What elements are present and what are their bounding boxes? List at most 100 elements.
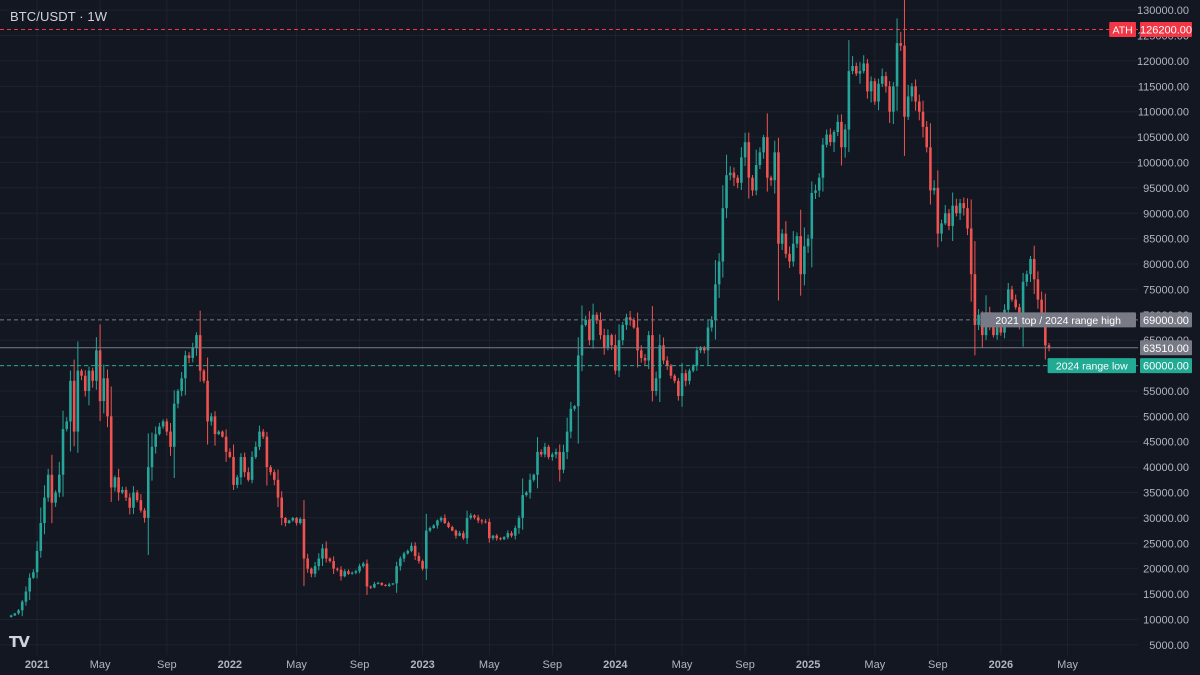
candle-body	[273, 472, 276, 480]
y-tick-label: 120000.00	[1137, 56, 1189, 68]
candle-body	[139, 500, 143, 511]
y-tick-label: 25000.00	[1143, 538, 1189, 550]
candle-body	[436, 520, 439, 526]
candle-body	[80, 370, 83, 376]
candle-body	[83, 375, 87, 391]
candle-body	[654, 378, 658, 391]
candle-body	[361, 563, 365, 567]
candle-body	[799, 236, 802, 275]
y-tick-label: 20000.00	[1143, 564, 1189, 576]
candle-body	[432, 525, 435, 529]
x-tick-label: 2021	[25, 659, 49, 671]
candle-body	[588, 319, 591, 341]
candle-body	[150, 446, 154, 468]
candle-body	[395, 566, 398, 584]
candle-body	[658, 345, 662, 379]
candle-body	[295, 517, 298, 523]
candle-body	[817, 177, 821, 191]
candle-body	[261, 431, 265, 437]
candle-body	[665, 360, 669, 366]
candle-body	[1029, 258, 1032, 275]
x-tick-label: May	[864, 659, 885, 671]
candle-body	[46, 474, 50, 498]
candle-body	[428, 528, 432, 531]
candle-body	[499, 538, 502, 540]
candle-body	[625, 317, 628, 325]
candle-body	[791, 243, 795, 262]
tradingview-logo-icon: TV	[9, 633, 30, 651]
candle-body	[929, 147, 932, 191]
candle-body	[450, 527, 454, 531]
candle-body	[721, 208, 725, 262]
candle-body	[777, 152, 780, 244]
candle-body	[258, 431, 261, 447]
candle-body	[61, 429, 65, 475]
candle-body	[484, 521, 487, 523]
candle-body	[862, 63, 865, 72]
candle-body	[803, 246, 806, 275]
candle-body	[740, 157, 743, 183]
candle-body	[506, 533, 510, 538]
y-tick-label: 45000.00	[1143, 437, 1189, 449]
candle-body	[458, 533, 461, 536]
symbol-title[interactable]: BTC/USDT · 1W	[10, 9, 108, 24]
candle-body	[866, 63, 869, 92]
candle-body	[402, 553, 406, 559]
y-tick-label: 40000.00	[1143, 462, 1189, 474]
candle-body	[406, 550, 410, 554]
x-tick-label: May	[286, 659, 307, 671]
candle-body	[350, 572, 354, 574]
y-tick-label: 35000.00	[1143, 488, 1189, 500]
range-low-tag-label: 2024 range low	[1056, 361, 1128, 373]
y-tick-label: 130000.00	[1137, 5, 1189, 17]
candle-body	[536, 451, 539, 475]
candle-body	[595, 314, 599, 320]
candle-body	[298, 518, 302, 523]
candle-body	[76, 370, 80, 432]
candle-body	[599, 319, 602, 336]
range-high-tag	[980, 312, 1136, 328]
candle-body	[113, 477, 117, 488]
range-high-price-badge	[1140, 312, 1192, 328]
candle-body	[454, 530, 458, 536]
candle-body	[373, 583, 376, 588]
candle-body	[684, 373, 688, 381]
candle-body	[958, 203, 962, 214]
candle-body	[109, 416, 113, 488]
candle-body	[510, 533, 513, 536]
candle-body	[554, 451, 558, 455]
candle-body	[888, 86, 891, 112]
candle-body	[884, 76, 888, 87]
candle-body	[180, 378, 183, 391]
ath-tag-label: ATH	[1112, 24, 1132, 36]
candle-body	[39, 522, 43, 551]
y-tick-label: 55000.00	[1143, 386, 1189, 398]
candle-body	[673, 375, 676, 381]
candle-body	[547, 446, 550, 457]
candle-body	[995, 319, 999, 336]
y-tick-label: 30000.00	[1143, 513, 1189, 525]
range-low-price-badge	[1140, 358, 1192, 374]
x-tick-label: Sep	[735, 659, 755, 671]
candle-body	[95, 350, 98, 381]
candle-body	[528, 479, 532, 493]
candle-body	[465, 517, 469, 539]
candle-body	[476, 517, 480, 521]
candle-body	[1036, 279, 1040, 300]
candle-body	[239, 456, 243, 478]
candle-body	[892, 86, 895, 112]
candle-body	[551, 454, 554, 457]
candle-body	[169, 431, 172, 447]
candle-body	[50, 474, 54, 503]
y-tick-label: 115000.00	[1138, 81, 1189, 93]
last-price-price-badge	[1140, 340, 1192, 356]
candle-body	[473, 515, 476, 518]
candle-body	[369, 586, 372, 588]
candle-body	[269, 467, 272, 473]
candle-body	[917, 101, 921, 112]
y-tick-label: 80000.00	[1143, 259, 1189, 271]
candle-body	[328, 558, 332, 562]
candle-body	[132, 492, 135, 508]
